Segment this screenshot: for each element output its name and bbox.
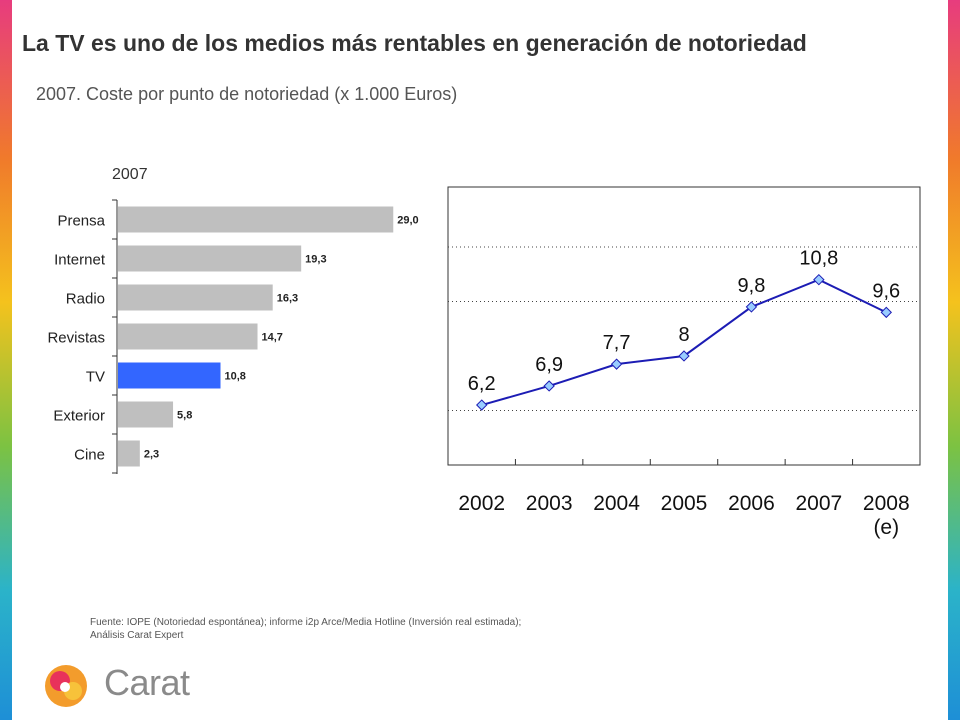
line-chart: 6,2 6,9 7,7 8 9,8 10,8 9,6 2002 2003 2004 2005 200… bbox=[447, 186, 921, 539]
data-point-marker bbox=[543, 380, 555, 392]
line-chart-plot-area bbox=[447, 186, 921, 466]
data-point-marker bbox=[813, 273, 825, 286]
x-axis-label: 2005 bbox=[661, 492, 708, 515]
rainbow-edge-right bbox=[948, 0, 960, 720]
carat-logo bbox=[45, 665, 87, 707]
rainbow-edge-left bbox=[0, 0, 12, 720]
bar-value-label: 5,8 bbox=[177, 410, 192, 422]
data-point-label: 8 bbox=[678, 324, 689, 346]
x-axis-label: 2004 bbox=[593, 492, 640, 515]
bar-value-label: 19,3 bbox=[305, 254, 326, 266]
bar-category-label: Internet bbox=[54, 252, 106, 269]
x-axis-sublabel: (e) bbox=[873, 516, 899, 539]
bar-revistas bbox=[118, 323, 258, 350]
page-title: La TV es uno de los medios más rentables… bbox=[22, 30, 807, 56]
bar-cine bbox=[118, 440, 140, 467]
data-point-label: 6,2 bbox=[468, 373, 496, 395]
data-point-label: 10,8 bbox=[799, 248, 838, 270]
data-point-label: 9,8 bbox=[738, 275, 766, 297]
source-note: Fuente: IOPE (Notoriedad espontánea); in… bbox=[90, 616, 690, 642]
data-point-label: 9,6 bbox=[872, 280, 900, 302]
carat-logo-mark bbox=[45, 665, 87, 707]
bar-exterior bbox=[118, 401, 174, 428]
bar-category-label: Prensa bbox=[57, 213, 105, 230]
x-axis-label: 2007 bbox=[795, 492, 842, 515]
bar-category-label: Radio bbox=[66, 291, 105, 308]
source-line-1: Fuente: IOPE (Notoriedad espontánea); in… bbox=[90, 617, 522, 628]
x-axis-label: 2003 bbox=[526, 492, 573, 515]
bar-radio bbox=[118, 284, 273, 311]
bar-category-label: TV bbox=[86, 369, 105, 386]
data-point-marker bbox=[745, 301, 758, 313]
bar-tv bbox=[118, 362, 221, 389]
bar-chart-title: 2007 bbox=[112, 166, 148, 183]
x-axis-label: 2002 bbox=[458, 492, 505, 515]
x-axis-label: 2008 bbox=[863, 492, 910, 515]
data-point-label: 6,9 bbox=[535, 354, 563, 376]
carat-logo-text: Carat bbox=[104, 662, 190, 703]
bar-value-label: 16,3 bbox=[277, 293, 298, 305]
bar-value-label: 29,0 bbox=[397, 215, 418, 227]
page-subtitle: 2007. Coste por punto de notoriedad (x 1… bbox=[36, 84, 458, 104]
bar-category-label: Exterior bbox=[53, 408, 105, 425]
bar-chart: 2007 Prensa 29,0 Internet 19,3 Radio 16,3 Revi… bbox=[47, 166, 419, 474]
data-point-marker bbox=[476, 399, 488, 411]
bar-prensa bbox=[118, 206, 394, 233]
data-point-label: 7,7 bbox=[603, 332, 631, 354]
bar-category-label: Revistas bbox=[47, 330, 105, 347]
source-line-2: Análisis Carat Expert bbox=[90, 630, 184, 641]
x-axis-label: 2006 bbox=[728, 492, 775, 515]
data-point-marker bbox=[610, 358, 623, 370]
bar-category-label: Cine bbox=[74, 447, 105, 464]
data-point-marker bbox=[880, 306, 892, 319]
data-point-marker bbox=[678, 350, 690, 362]
bar-value-label: 2,3 bbox=[144, 449, 159, 461]
bar-value-label: 14,7 bbox=[262, 332, 283, 344]
bar-value-label: 10,8 bbox=[225, 371, 246, 383]
bar-internet bbox=[118, 245, 302, 272]
